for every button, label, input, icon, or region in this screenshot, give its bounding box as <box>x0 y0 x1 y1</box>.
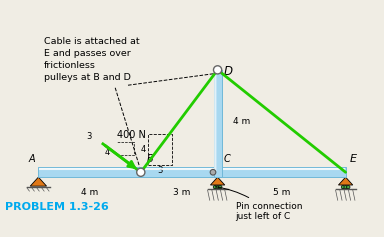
Text: 3 m: 3 m <box>173 188 190 197</box>
Text: 400 N: 400 N <box>117 130 146 140</box>
Text: Pin connection
just left of C: Pin connection just left of C <box>216 187 302 221</box>
Circle shape <box>213 185 217 189</box>
Polygon shape <box>30 177 46 186</box>
Text: 4: 4 <box>140 145 146 154</box>
Circle shape <box>137 168 145 176</box>
Polygon shape <box>338 177 353 185</box>
Circle shape <box>218 185 222 189</box>
Circle shape <box>344 185 347 189</box>
Text: 3: 3 <box>86 132 91 141</box>
Circle shape <box>341 185 344 189</box>
Text: D: D <box>223 65 232 78</box>
Text: A: A <box>29 154 35 164</box>
Text: B: B <box>146 154 153 164</box>
Text: Cable is attached at
E and passes over
frictionless
pulleys at B and D: Cable is attached at E and passes over f… <box>43 36 139 82</box>
Text: 4 m: 4 m <box>233 117 250 126</box>
Text: PROBLEM 1.3-26: PROBLEM 1.3-26 <box>5 202 109 212</box>
Polygon shape <box>38 167 346 177</box>
Circle shape <box>347 185 350 189</box>
Text: 3: 3 <box>157 166 163 175</box>
Text: C: C <box>223 154 230 164</box>
Text: 5 m: 5 m <box>273 188 290 197</box>
Text: 4: 4 <box>104 148 109 157</box>
Circle shape <box>216 185 219 189</box>
Circle shape <box>214 66 222 74</box>
Circle shape <box>210 169 216 175</box>
Text: E: E <box>349 154 356 164</box>
Polygon shape <box>210 177 225 185</box>
FancyBboxPatch shape <box>214 70 222 177</box>
Text: 4 m: 4 m <box>81 188 98 197</box>
